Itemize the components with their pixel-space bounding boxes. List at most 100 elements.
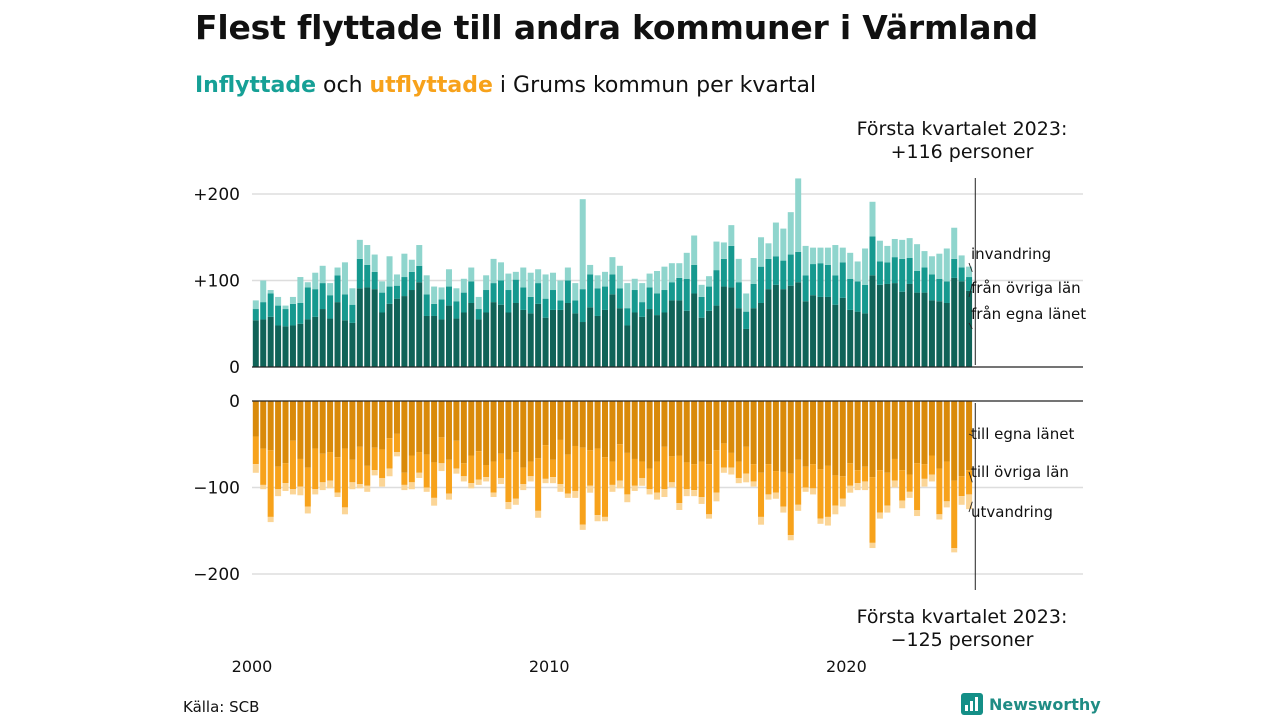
series-label-in: från övriga län [971,279,1081,297]
bar-invandring [958,255,965,268]
bar-out-ovriga-lan [349,459,356,483]
bar-in-egna-lanet [966,290,973,367]
bar-utvandring [438,463,445,472]
bar-in-ovriga-lan [490,283,497,303]
bar-out-ovriga-lan [579,447,586,525]
bar-utvandring [631,485,638,491]
bar-out-ovriga-lan [780,471,787,507]
callout-top: Första kvartalet 2023: +116 personer [832,118,1092,164]
bar-utvandring [914,509,921,517]
bar-out-ovriga-lan [966,470,973,495]
bar-invandring [795,178,802,252]
bar-out-egna-lanet [594,401,601,449]
bar-in-egna-lanet [334,302,341,367]
bar-out-ovriga-lan [267,450,274,517]
bar-out-ovriga-lan [416,452,423,473]
bar-out-ovriga-lan [654,461,661,493]
bar-utvandring [832,505,839,515]
bar-utvandring [312,489,319,495]
bar-in-egna-lanet [594,315,601,367]
bar-utvandring [921,478,928,487]
bar-in-ovriga-lan [735,282,742,309]
bar-in-ovriga-lan [267,293,274,317]
bar-out-egna-lanet [817,401,824,470]
bar-utvandring [587,485,594,493]
bar-utvandring [535,510,542,518]
series-label-in: invandring [971,245,1051,263]
bar-invandring [616,265,623,289]
bar-in-ovriga-lan [319,283,326,310]
callout-bottom-line1: Första kvartalet 2023: [856,606,1068,628]
bar-out-ovriga-lan [906,474,913,492]
bar-utvandring [304,506,311,514]
bar-invandring [349,288,356,305]
label-leader-out [968,471,973,483]
bar-out-ovriga-lan [795,459,802,505]
bar-invandring [869,201,876,237]
brand-name: Newsworthy [989,694,1101,714]
bar-utvandring [891,480,898,488]
bar-utvandring [319,482,326,491]
bar-invandring [906,238,913,259]
bar-utvandring [780,506,787,513]
series-label-out: utvandring [971,503,1053,521]
bar-out-egna-lanet [386,401,393,439]
bar-utvandring [468,483,475,489]
bar-in-ovriga-lan [691,264,698,294]
bar-invandring [267,290,274,294]
bar-in-egna-lanet [847,309,854,367]
bar-out-ovriga-lan [720,443,727,468]
bar-invandring [564,267,571,281]
bar-out-ovriga-lan [728,452,735,468]
bar-invandring [661,266,668,291]
bar-in-ovriga-lan [408,271,415,291]
bar-in-ovriga-lan [966,277,973,291]
bar-in-ovriga-lan [401,277,408,297]
bar-utvandring [966,494,973,510]
bar-out-egna-lanet [453,401,460,441]
bar-out-egna-lanet [557,401,564,440]
bar-in-ovriga-lan [602,286,609,310]
bar-invandring [341,262,348,295]
bar-invandring [817,247,824,264]
bar-invandring [379,281,386,293]
bar-utvandring [824,516,831,526]
bar-utvandring [958,496,965,505]
bar-in-ovriga-lan [587,274,594,308]
bar-in-ovriga-lan [832,275,839,305]
bar-utvandring [683,489,690,497]
bar-in-egna-lanet [691,293,698,367]
bar-utvandring [928,474,935,482]
bar-in-ovriga-lan [445,286,452,306]
bar-in-egna-lanet [341,320,348,367]
bar-out-ovriga-lan [691,464,698,491]
bar-out-egna-lanet [289,401,296,441]
bar-out-ovriga-lan [951,480,958,549]
bar-out-ovriga-lan [683,462,690,490]
bar-invandring [758,237,765,267]
bar-in-ovriga-lan [639,302,646,317]
bar-utvandring [735,477,742,484]
bar-in-egna-lanet [371,289,378,367]
bar-out-ovriga-lan [624,452,631,495]
bar-out-egna-lanet [772,401,779,472]
bar-in-egna-lanet [275,325,282,367]
bar-invandring [416,245,423,266]
bar-utvandring [297,486,304,496]
bar-out-ovriga-lan [475,451,482,480]
bar-out-egna-lanet [698,401,705,462]
bar-out-ovriga-lan [899,470,906,501]
bar-out-ovriga-lan [661,446,668,490]
bar-in-ovriga-lan [579,289,586,323]
series-label-in: från egna länet [971,305,1086,323]
bar-out-egna-lanet [639,401,646,462]
bar-out-egna-lanet [943,401,950,462]
bar-invandring [468,267,475,282]
bar-in-ovriga-lan [862,284,869,314]
bar-in-egna-lanet [646,309,653,367]
bar-in-ovriga-lan [854,281,861,312]
bar-out-egna-lanet [624,401,631,453]
bar-out-egna-lanet [668,401,675,457]
bar-in-egna-lanet [668,300,675,367]
bar-out-egna-lanet [535,401,542,459]
